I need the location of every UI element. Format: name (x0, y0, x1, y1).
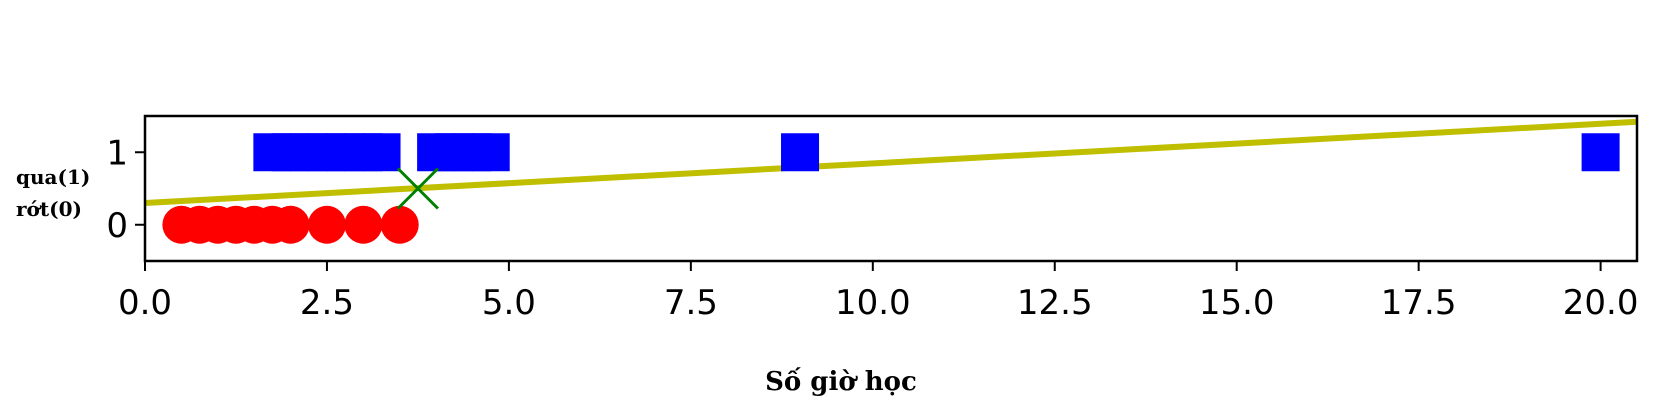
y-axis: 01 (106, 133, 145, 246)
y-tick-label-0: 0 (106, 206, 128, 246)
x-tick-label-6: 15.0 (1199, 283, 1275, 323)
plot-frame (143, 114, 1639, 263)
point-square-11 (781, 133, 820, 172)
point-x-0 (396, 167, 439, 210)
point-circle-8 (344, 205, 383, 244)
y-axis-label-line-1: qua(1) (16, 165, 90, 189)
point-x-stroke-b (396, 167, 439, 210)
point-circle-6 (271, 205, 310, 244)
x-tick-label-8: 20.0 (1563, 283, 1639, 323)
point-circle-7 (307, 205, 346, 244)
x-tick-label-1: 2.5 (300, 283, 354, 323)
x-tick-label-3: 7.5 (664, 283, 718, 323)
fit-line (144, 118, 1638, 206)
x-axis: 0.0 2.5 5.0 7.5 10.0 12.5 15.0 17.5 20.0 (118, 261, 1639, 323)
x-tick-label-4: 10.0 (835, 283, 911, 323)
point-square-6 (362, 133, 401, 172)
point-square-10 (471, 133, 510, 172)
point-square-12 (1581, 133, 1620, 172)
point-circle-9 (380, 205, 419, 244)
x-tick-label-5: 12.5 (1017, 283, 1093, 323)
x-tick-label-0: 0.0 (118, 283, 172, 323)
x-tick-label-2: 5.0 (482, 283, 536, 323)
x-tick-label-7: 17.5 (1381, 283, 1457, 323)
plot-marks (144, 118, 1638, 244)
x-axis-label: Số giờ học (765, 366, 917, 397)
y-tick-label-1: 1 (106, 133, 128, 173)
y-axis-label-line-2: rớt(0) (16, 197, 82, 221)
